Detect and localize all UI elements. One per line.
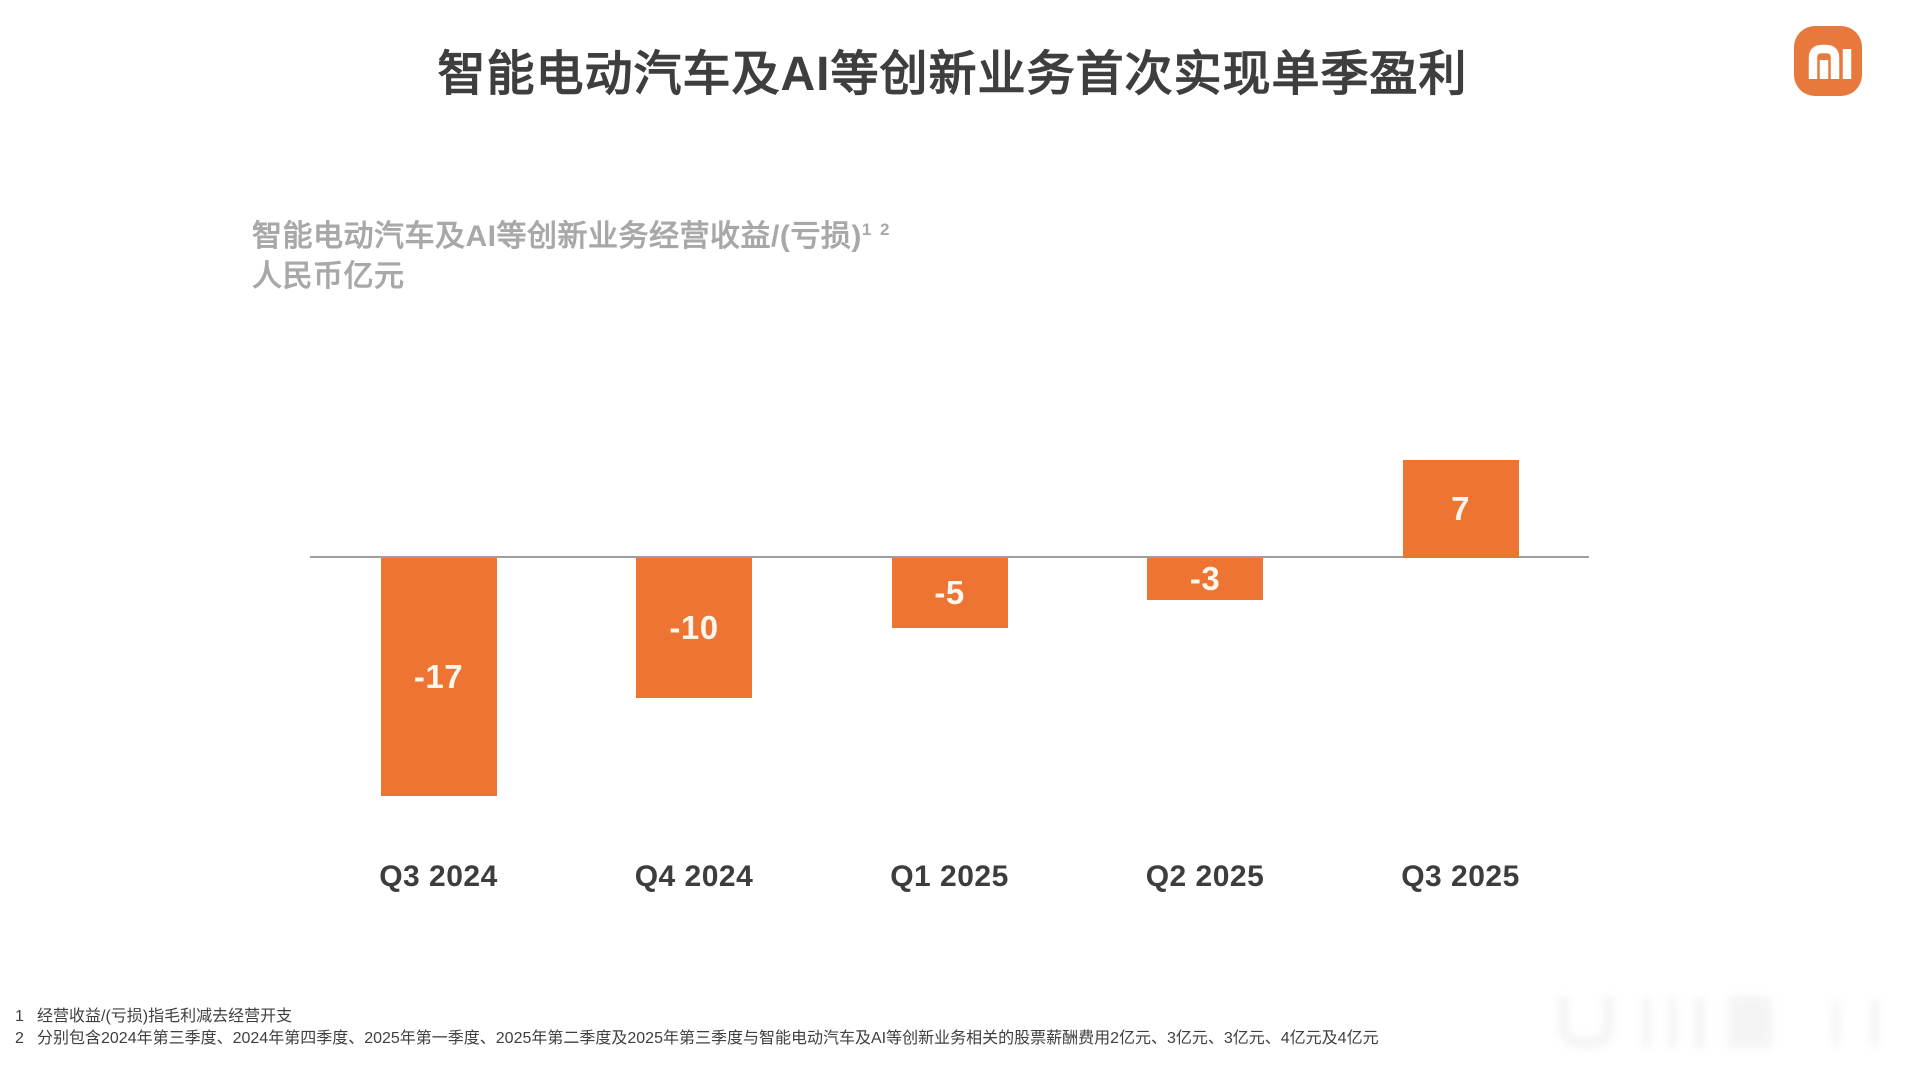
x-axis-label-q3-2024: Q3 2024	[379, 860, 498, 893]
bar-q1-2025: -5	[891, 558, 1008, 628]
bar-value-label: 7	[1451, 490, 1470, 527]
footnote-1: 1 经营收益/(亏损)指毛利减去经营开支	[15, 1006, 1379, 1028]
x-axis-label-q4-2024: Q4 2024	[634, 860, 754, 893]
bar-value-label: -3	[1189, 560, 1221, 597]
x-axis-line	[310, 556, 1589, 558]
chart-title-text: 智能电动汽车及AI等创新业务经营收益/(亏损)	[252, 220, 862, 253]
footnote-marker: 2	[15, 1030, 24, 1047]
chart-footnote-refs: 1 2	[861, 220, 892, 239]
footnote-text: 经营收益/(亏损)指毛利减去经营开支	[37, 1008, 293, 1025]
bar-q4-2024: -10	[636, 558, 752, 698]
footnotes: 1 经营收益/(亏损)指毛利减去经营开支 2 分别包含2024年第三季度、202…	[15, 1006, 1379, 1050]
mi-logo-icon	[1794, 26, 1862, 96]
x-axis-label-q1-2025: Q1 2025	[890, 860, 1009, 893]
footnote-2: 2 分别包含2024年第三季度、2024年第四季度、2025年第一季度、2025…	[15, 1028, 1379, 1050]
footnote-text: 分别包含2024年第三季度、2024年第四季度、2025年第一季度、2025年第…	[37, 1030, 1379, 1047]
xiaomi-logo	[1794, 26, 1862, 96]
x-axis-label-q2-2025: Q2 2025	[1145, 860, 1265, 893]
bar-value-label: -10	[669, 609, 719, 646]
bar-q3-2024: -17	[380, 558, 497, 796]
chart-unit-label: 人民币亿元	[252, 260, 405, 293]
x-axis-label-q3-2025: Q3 2025	[1401, 860, 1520, 893]
footnote-marker: 1	[15, 1008, 24, 1025]
bar-q2-2025: -3	[1147, 558, 1263, 600]
page-title: 智能电动汽车及AI等创新业务首次实现单季盈利	[437, 48, 1468, 101]
bar-value-label: -5	[934, 574, 965, 611]
bar-q3-2025: 7	[1402, 460, 1519, 558]
chart-subtitle: 智能电动汽车及AI等创新业务经营收益/(亏损)1 2 人民币亿元	[252, 210, 891, 297]
bar-value-label: -17	[413, 658, 464, 695]
chart-subtitle-line1: 智能电动汽车及AI等创新业务经营收益/(亏损)1 2	[252, 210, 891, 257]
